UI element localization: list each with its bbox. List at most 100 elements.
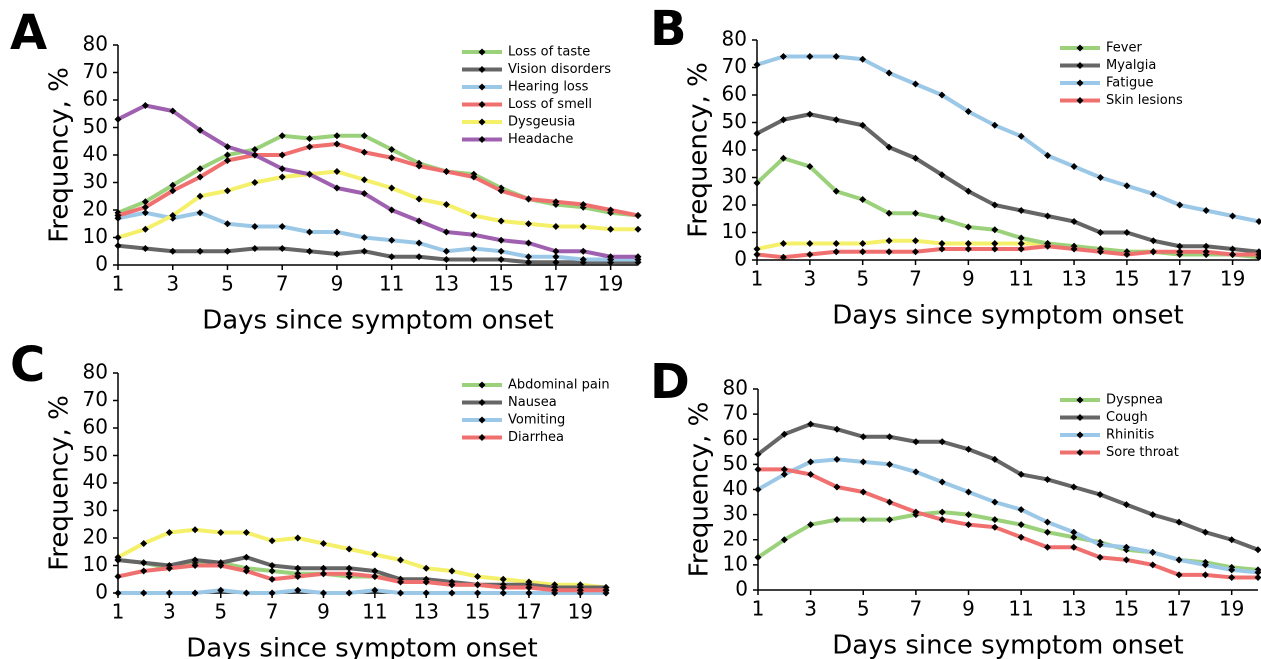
data-point (579, 256, 587, 263)
data-point (474, 581, 482, 589)
data-point (1017, 506, 1025, 514)
data-point (306, 228, 314, 236)
data-point (1096, 491, 1104, 499)
y-tick-label: 60 (83, 415, 108, 439)
data-point (278, 165, 286, 173)
series-line (117, 527, 607, 590)
x-tick-label: 17 (1167, 267, 1192, 291)
data-point (360, 132, 368, 140)
y-tick-label: 70 (722, 54, 747, 78)
data-point (833, 455, 841, 463)
data-point (371, 567, 379, 575)
data-point (470, 231, 478, 239)
y-tick-label: 20 (723, 526, 748, 550)
data-point (806, 251, 814, 258)
data-point (268, 575, 276, 583)
data-point (196, 126, 204, 134)
legend-label: Myalgia (1106, 58, 1156, 73)
data-point (552, 253, 560, 261)
x-tick-label: 1 (752, 597, 765, 621)
data-point (991, 498, 999, 506)
data-point (859, 458, 867, 466)
data-point (397, 578, 405, 586)
data-point (806, 163, 814, 170)
data-point (1044, 242, 1052, 250)
data-point (169, 107, 177, 115)
series-line (117, 169, 638, 240)
data-point (294, 534, 302, 542)
legend-label: Dyspnea (1106, 393, 1163, 408)
legend-label: Vision disorders (508, 62, 611, 77)
data-point (345, 570, 353, 578)
data-point (141, 245, 149, 252)
data-point (859, 516, 867, 524)
data-point (470, 245, 478, 252)
data-point (964, 187, 972, 195)
x-tick-label: 7 (910, 597, 923, 621)
data-point (1201, 528, 1209, 536)
y-axis-title: Frequency, % (45, 67, 75, 243)
data-point (251, 223, 259, 230)
legend-label: Fever (1106, 41, 1142, 56)
data-point (223, 247, 231, 255)
x-tick-label: 5 (857, 597, 870, 621)
data-point (442, 201, 450, 208)
legend-marker (478, 118, 486, 126)
legend-marker (478, 48, 486, 56)
x-tick-label: 7 (266, 600, 279, 624)
legend-label: Skin lesions (1106, 93, 1183, 108)
data-point (912, 508, 920, 516)
data-point (1229, 245, 1237, 253)
y-tick-label: 30 (83, 169, 108, 193)
panel-label: C (10, 337, 45, 393)
data-point (912, 80, 920, 88)
legend-label: Fatigue (1106, 76, 1153, 91)
data-point (832, 248, 840, 256)
data-point (140, 567, 148, 575)
data-point (552, 198, 560, 206)
data-point (964, 108, 972, 115)
x-tick-label: 1 (112, 600, 125, 624)
data-point (1044, 152, 1052, 159)
legend-marker (1076, 396, 1084, 404)
x-tick-label: 5 (221, 272, 234, 296)
data-point (780, 536, 788, 544)
x-tick-label: 11 (362, 600, 387, 624)
data-point (1070, 163, 1078, 170)
data-point (938, 171, 946, 179)
legend-label: Headache (508, 132, 573, 147)
data-point (859, 488, 867, 496)
x-tick-label: 13 (413, 600, 438, 624)
data-point (442, 228, 450, 236)
data-point (319, 540, 327, 547)
data-point (1149, 561, 1157, 569)
legend-label: Hearing loss (508, 80, 589, 95)
data-point (885, 143, 893, 151)
data-point (114, 115, 122, 123)
series-line (117, 563, 606, 593)
data-point (1070, 483, 1078, 491)
data-point (938, 245, 946, 253)
data-point (191, 556, 199, 564)
data-point (1017, 207, 1025, 214)
x-tick-label: 17 (543, 272, 568, 296)
y-tick-label: 40 (722, 137, 747, 161)
data-point (1096, 229, 1104, 236)
data-point (415, 162, 423, 170)
data-point (497, 187, 505, 195)
x-tick-label: 9 (962, 597, 975, 621)
data-point (1229, 251, 1237, 258)
data-point (859, 240, 867, 247)
data-point (859, 55, 867, 63)
data-point (607, 206, 615, 214)
data-point (499, 589, 507, 597)
data-point (1176, 242, 1184, 250)
data-point (140, 540, 148, 547)
x-tick-label: 19 (568, 600, 593, 624)
data-point (242, 553, 250, 561)
data-point (294, 573, 302, 580)
data-point (1017, 521, 1025, 529)
data-point (333, 250, 341, 258)
data-point (169, 212, 177, 219)
x-tick-label: 9 (331, 272, 344, 296)
